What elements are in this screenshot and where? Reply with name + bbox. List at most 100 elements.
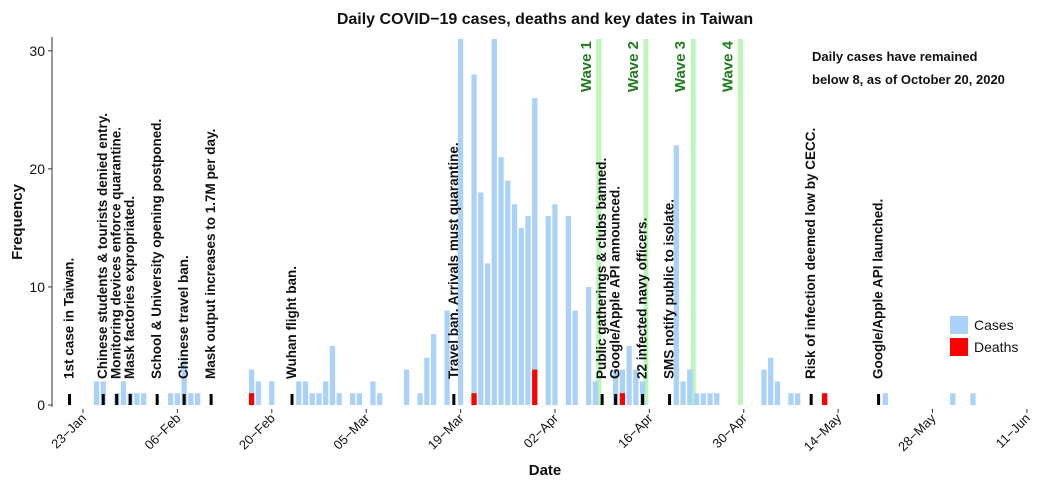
bar — [356, 393, 363, 405]
event-label: Public gatherings & clubs banned. — [594, 158, 609, 379]
bar — [700, 393, 706, 405]
bar — [822, 393, 828, 405]
bar — [552, 204, 558, 405]
bar — [511, 204, 518, 405]
bar — [761, 369, 767, 405]
bar — [336, 393, 342, 405]
bar — [491, 39, 497, 405]
bar — [302, 381, 309, 405]
bar — [174, 393, 181, 405]
event-label: Mask factories expropriated. — [122, 196, 137, 379]
bar — [100, 381, 106, 405]
bar — [532, 98, 538, 405]
event-label: Monitoring devices enforce quarantine. — [109, 127, 124, 379]
bar — [269, 381, 275, 405]
bar — [255, 381, 261, 405]
bar — [188, 393, 194, 405]
bar — [950, 393, 956, 405]
bar — [633, 369, 639, 405]
x-tick-label: 16−Apr — [615, 410, 656, 451]
bar — [471, 74, 477, 405]
event-marker — [668, 394, 672, 405]
chart-title: Daily COVID−19 cases, deaths and key dat… — [337, 11, 753, 28]
event-marker — [209, 394, 213, 405]
bar — [377, 393, 383, 405]
annotation: Daily cases have remained — [812, 49, 978, 64]
y-tick-label: 20 — [29, 161, 45, 177]
bar — [168, 393, 174, 405]
event-label: Chinese travel ban. — [176, 255, 191, 379]
event-marker — [809, 394, 813, 405]
event-marker — [182, 394, 186, 405]
bar — [195, 393, 201, 405]
bar — [248, 393, 255, 405]
bar — [518, 227, 524, 405]
bar — [788, 393, 794, 405]
bar — [430, 334, 437, 405]
bar — [639, 381, 646, 405]
event-marker — [614, 394, 618, 405]
x-tick-label: 11−Jun — [993, 411, 1033, 451]
legend-swatch — [950, 316, 968, 334]
bar — [309, 393, 315, 405]
y-axis-title: Frequency — [9, 183, 26, 260]
event-marker — [290, 394, 294, 405]
x-tick-label: 19−Mar — [425, 410, 468, 453]
bar — [687, 369, 693, 405]
event-label: School & University opening postponed. — [149, 119, 164, 379]
bar — [457, 39, 464, 405]
x-tick-label: 28−May — [895, 410, 939, 454]
bar — [693, 393, 700, 405]
event-marker — [600, 394, 604, 405]
event-label: Travel ban. Arrivals must quarantine. — [446, 142, 461, 379]
event-label: Google/Apple API launched. — [871, 199, 886, 379]
wave-label: Wave 4 — [719, 40, 736, 92]
event-label: 1st case in Taiwan. — [62, 258, 77, 379]
legend-swatch — [950, 338, 968, 356]
bar — [774, 381, 781, 405]
wave-label: Wave 2 — [625, 41, 642, 92]
bar — [619, 393, 626, 405]
bar — [680, 381, 686, 405]
x-tick-label: 14−May — [801, 410, 845, 454]
x-tick-label: 30−Apr — [709, 410, 750, 451]
y-tick-label: 0 — [37, 397, 45, 413]
event-marker — [68, 394, 72, 405]
bar — [532, 369, 538, 405]
event-marker — [155, 394, 159, 405]
bar — [707, 393, 713, 405]
bar — [471, 393, 477, 405]
bar — [350, 393, 356, 405]
x-tick-label: 02−Apr — [521, 410, 562, 451]
bar — [882, 393, 888, 405]
bar — [619, 369, 626, 405]
legend-label: Deaths — [974, 339, 1018, 355]
bar — [572, 310, 578, 405]
bar — [498, 157, 504, 405]
bar — [673, 145, 679, 406]
event-marker — [101, 394, 105, 405]
bar — [296, 381, 302, 405]
bar — [626, 345, 632, 405]
bar — [424, 357, 430, 405]
y-tick-label: 30 — [29, 43, 45, 59]
wave-label: Wave 3 — [672, 41, 689, 92]
bar — [134, 393, 140, 405]
bar — [329, 345, 336, 405]
event-label: Mask output increases to 1.7M per day. — [203, 129, 218, 379]
x-tick-label: 23−Jan — [48, 411, 89, 452]
bar — [120, 381, 127, 405]
bar — [613, 369, 619, 405]
bar — [93, 381, 100, 405]
event-label: 22 infected navy officers. — [635, 218, 650, 379]
event-label: SMS notify public to isolate. — [662, 199, 677, 379]
x-axis-title: Date — [529, 462, 562, 479]
bar — [586, 286, 592, 405]
event-marker — [115, 394, 119, 405]
event-label: Risk of infection deemed low by CECC. — [803, 128, 818, 379]
bar — [478, 192, 484, 405]
x-tick-label: 06−Feb — [141, 411, 183, 453]
event-label: Chinese students & tourists denied entry… — [95, 113, 110, 379]
bar — [404, 369, 410, 405]
